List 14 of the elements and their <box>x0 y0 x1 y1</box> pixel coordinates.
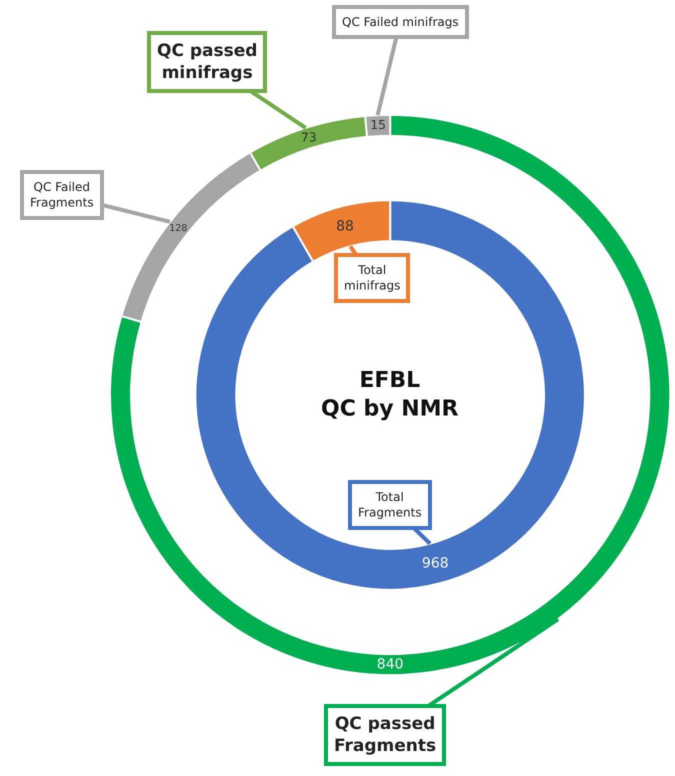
slice-label: Total minifrags <box>344 263 400 293</box>
slice-label: Total Fragments <box>358 490 422 520</box>
slice-label: QC Failed minifrags <box>342 15 459 29</box>
slice-label: QC passed minifrags <box>157 41 258 84</box>
data-label: 840 <box>376 656 404 672</box>
data-label: 128 <box>169 223 188 234</box>
data-label: 15 <box>370 118 386 132</box>
slice-label: QC passed Fragments <box>334 714 436 756</box>
data-label: 73 <box>301 130 317 144</box>
data-label: 88 <box>336 218 354 235</box>
slice-label: QC Failed Fragments <box>30 180 94 210</box>
data-label: 968 <box>422 555 449 572</box>
donut-slice <box>194 199 586 590</box>
text: EFBL QC by NMR <box>321 368 459 422</box>
